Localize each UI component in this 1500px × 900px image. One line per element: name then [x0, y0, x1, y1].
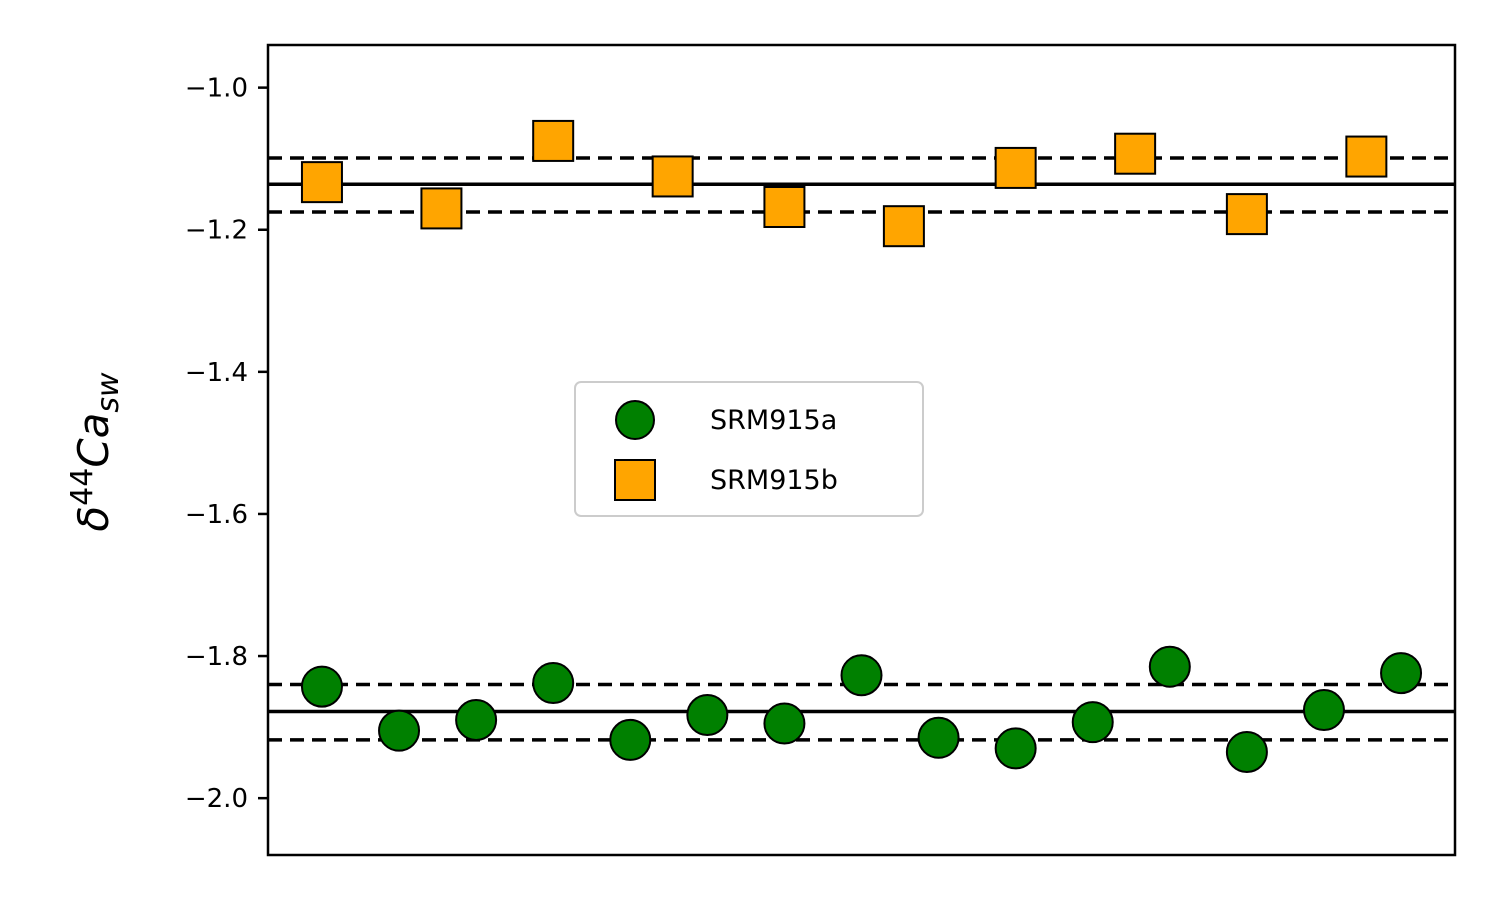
point-srm915b: [994, 146, 1037, 189]
point-srm915b: [1225, 193, 1268, 236]
point-srm915a: [763, 702, 806, 745]
point-srm915a: [300, 665, 343, 708]
point-srm915b: [763, 186, 806, 228]
point-srm915a: [686, 694, 729, 737]
point-srm915a: [840, 654, 883, 697]
point-srm915b: [532, 119, 575, 162]
point-srm915a: [1302, 689, 1345, 732]
legend-label-srm915b: SRM915b: [710, 465, 838, 496]
point-srm915a: [1225, 730, 1268, 773]
legend-marker-circle: [615, 400, 655, 440]
point-srm915a: [994, 727, 1037, 770]
point-srm915a: [455, 699, 498, 741]
y-axis-label: δ44Casw: [65, 372, 126, 532]
legend-box: [574, 381, 924, 517]
point-srm915a: [378, 709, 421, 752]
y-tick-label: −2.0: [185, 784, 248, 814]
plot-frame: [266, 43, 1457, 857]
point-srm915a: [1148, 645, 1191, 688]
legend-label-srm915a: SRM915a: [710, 405, 837, 436]
point-srm915a: [532, 662, 575, 705]
point-srm915b: [882, 205, 925, 248]
y-tick-label: −1.6: [185, 500, 248, 530]
point-srm915b: [1345, 135, 1388, 178]
point-srm915a: [917, 716, 960, 759]
data-markers: [300, 119, 1423, 773]
point-srm915a: [609, 718, 652, 761]
point-srm915a: [1380, 652, 1423, 695]
legend-marker-square: [614, 459, 656, 501]
point-srm915b: [651, 155, 694, 198]
legend: SRM915a SRM915b: [574, 381, 924, 517]
point-srm915b: [420, 187, 463, 230]
y-axis-ticks: −2.0 −1.8 −1.6 −1.4 −1.2 −1.0: [185, 74, 268, 814]
y-tick-label: −1.0: [185, 74, 248, 104]
axes: [266, 43, 1457, 857]
y-tick-label: −1.8: [185, 642, 248, 672]
y-tick-label: −1.4: [185, 358, 248, 388]
point-srm915b: [1114, 132, 1157, 175]
y-tick-label: −1.2: [185, 216, 248, 246]
point-srm915b: [300, 161, 343, 204]
point-srm915a: [1071, 701, 1114, 744]
